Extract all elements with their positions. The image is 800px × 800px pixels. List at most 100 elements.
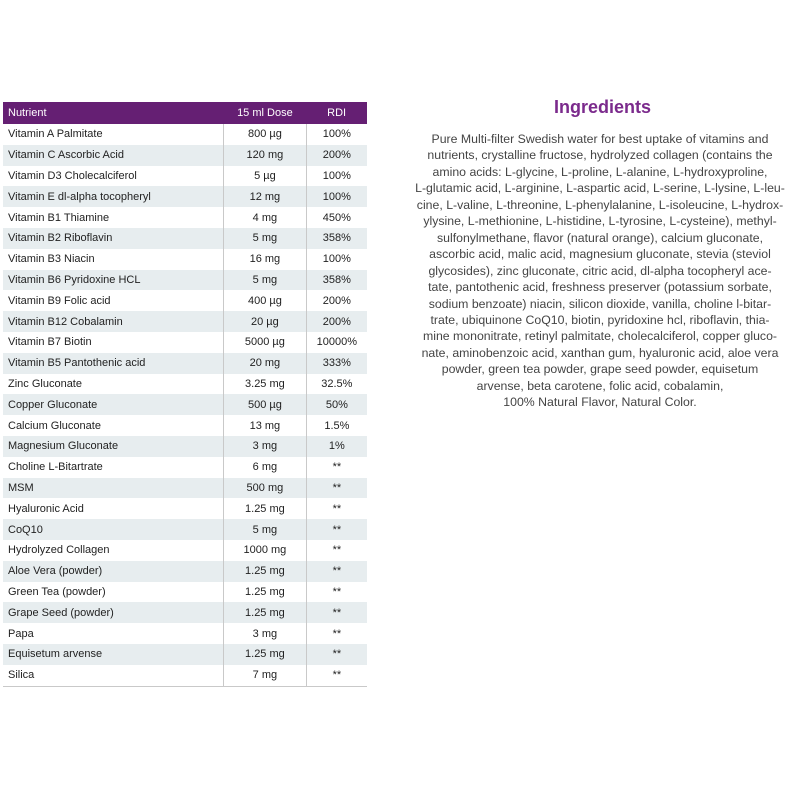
table-row: Grape Seed (powder) 1.25 mg ** [3,602,367,624]
ingredients-line: sodium benzoate) niacin, silicon dioxide… [428,296,772,311]
table-cell: Vitamin D3 Cholecalciferol [3,165,225,187]
table-row: Vitamin B1 Thiamine 4 mg 450% [3,207,367,228]
table-cell: ** [306,602,367,624]
table-cell: 4 mg [223,207,307,228]
ingredients-line: powder, green tea powder, grape seed pow… [441,362,759,377]
table-row: Vitamin B2 Riboflavin 5 mg 358% [3,227,367,249]
table-row: Vitamin B7 Biotin 5000 µg 10000% [3,331,367,353]
table-cell: 1.25 mg [223,602,307,624]
table-cell: 100% [322,128,351,141]
table-cell: Choline L-Bitartrate [3,456,225,478]
ingredients-line: cine, L-valine, L-threonine, L-phenylala… [416,197,784,212]
table-cell: 333% [306,352,367,374]
table-cell: 400 µg [223,290,307,312]
table-cell: 50% [306,394,367,416]
table-cell: Papa [3,623,225,644]
table-cell: ** [332,544,342,557]
table-cell: Zinc Gluconate [3,373,225,395]
table-cell: Equisetum arvense [3,643,225,665]
table-cell: 1% [306,435,367,457]
table-cell: Vitamin B12 Cobalamin [3,311,225,332]
table-row: Equisetum arvense 1.25 mg ** [3,643,367,665]
table-cell: ** [306,664,367,687]
ingredients-line: glycosides), zinc gluconate, citric acid… [428,263,772,278]
header-cell: Nutrient [3,102,224,124]
table-cell: 16 mg [223,248,307,270]
ingredients-line: 100% Natural Flavor, Natural Color. [503,395,697,410]
table-cell: 1.5% [324,419,350,432]
table-cell: 5 µg [223,165,307,187]
table-cell: ** [332,585,342,598]
table-cell: 1.25 mg [223,643,307,665]
table-cell: 500 mg [223,477,307,499]
table-cell: 10000% [316,336,358,349]
table-cell: 1.25 mg [223,581,307,603]
table-cell: 500 µg [223,394,307,416]
table-cell: Vitamin E dl-alpha tocopheryl [3,186,225,208]
table-cell: 20 µg [223,311,307,332]
table-cell: ** [306,560,367,582]
table-cell: 5 mg [223,269,307,291]
table-cell: 120 mg [223,144,307,166]
table-row: Vitamin C Ascorbic Acid 120 mg 200% [3,144,367,166]
table-cell: MSM [3,477,225,499]
ingredients-line: nate, aminobenzoic acid, xanthan gum, hy… [421,345,779,360]
table-cell: Vitamin B9 Folic acid [3,290,225,312]
header-cell: 15 ml Dose [223,102,307,124]
table-cell: 200% [306,144,367,166]
table-cell: 5 mg [223,519,307,540]
table-cell: 358% [306,269,367,291]
table-row: CoQ10 5 mg ** [3,519,367,540]
table-row: Hydrolyzed Collagen 1000 mg ** [3,539,367,561]
table-cell: Vitamin B1 Thiamine [3,207,225,228]
table-row: Vitamin A Palmitate 800 µg 100% [3,124,367,145]
table-cell: Vitamin A Palmitate [3,124,225,145]
ingredients-line: nutrients, crystalline fructose, hydroly… [427,148,773,163]
ingredients-line: trate, ubiquinone CoQ10, biotin, pyridox… [430,312,770,327]
table-cell: Aloe Vera (powder) [3,560,225,582]
ingredients-line: L-glutamic acid, L-arginine, L-aspartic … [415,181,785,196]
table-row: Choline L-Bitartrate 6 mg ** [3,456,367,478]
ingredients-text: Pure Multi-filter Swedish water for best… [400,131,800,411]
table-row: Vitamin B3 Niacin 16 mg 100% [3,248,367,270]
table-cell: 100% [322,169,351,182]
table-row: Calcium Gluconate 13 mg 1.5% [3,415,367,436]
header-cell: RDI [306,102,367,124]
table-row: Green Tea (powder) 1.25 mg ** [3,581,367,603]
table-cell: 200% [306,311,367,332]
table-cell: Hyaluronic Acid [3,498,225,520]
table-cell: 13 mg [223,415,307,436]
table-cell: Vitamin B3 Niacin [3,248,225,270]
table-row: Vitamin B5 Pantothenic acid 20 mg 333% [3,352,367,374]
table-cell: Grape Seed (powder) [3,602,225,624]
ingredients-line: Pure Multi-filter Swedish water for best… [431,132,769,146]
table-cell: ** [306,477,367,499]
ingredients-line: mine mononitrate, retinyl palmitate, cho… [422,329,778,344]
table-cell: 12 mg [223,186,307,208]
table-cell: 6 mg [223,456,307,478]
table-cell: 100% [306,186,367,208]
table-cell: 450% [322,211,351,224]
table-cell: Green Tea (powder) [3,581,225,603]
table-cell: Hydrolyzed Collagen [3,539,225,561]
table-row: Zinc Gluconate 3.25 mg 32.5% [3,373,367,395]
table-cell: 100% [322,253,351,266]
table-cell: Vitamin C Ascorbic Acid [3,144,225,166]
table-row: Vitamin B9 Folic acid 400 µg 200% [3,290,367,312]
table-row: MSM 500 mg ** [3,477,367,499]
table-cell: 7 mg [223,664,307,687]
table-cell: 1000 mg [223,539,307,561]
table-cell: 5 mg [223,227,307,249]
table-cell: 3.25 mg [223,373,307,395]
table-cell: 5000 µg [223,331,307,353]
ingredients-line: arvense, beta carotene, folic acid, coba… [476,378,724,393]
table-cell: Vitamin B2 Riboflavin [3,227,225,249]
table-cell: ** [332,502,342,515]
table-cell: 3 mg [223,435,307,457]
table-cell: Calcium Gluconate [3,415,225,436]
table-cell: CoQ10 [3,519,225,540]
table-cell: 1.25 mg [223,498,307,520]
table-row: Papa 3 mg ** [3,623,367,644]
table-cell: 358% [306,227,367,249]
